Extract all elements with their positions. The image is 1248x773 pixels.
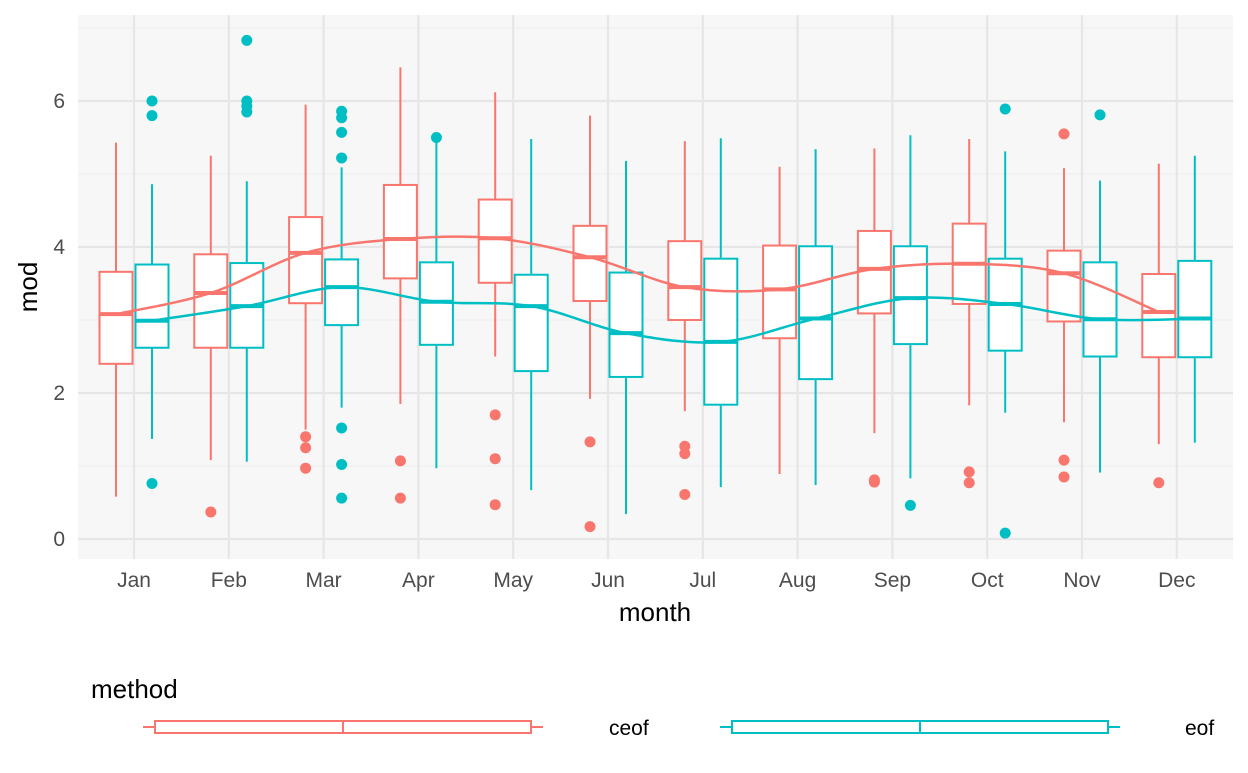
outlier-point [489,453,501,465]
axis-ticks: 0 2 4 6 Jan Feb Mar Apr May Jun Jul Aug Sep Oct Nov Dec [53,90,1195,592]
outlier-point [963,477,975,489]
legend: ceof eof [143,717,1214,740]
y-tick-label: 2 [53,382,65,405]
box-iqr [798,245,834,381]
x-tick-label: Dec [1158,569,1195,592]
legend-label: ceof [609,717,649,740]
plot-panel-background [78,15,1233,559]
x-tick-label: Nov [1063,569,1101,592]
box-iqr [892,245,928,346]
box-iqr [1141,273,1177,359]
outlier-point [963,466,975,478]
outlier-point [300,442,312,454]
outlier-point [336,492,348,504]
outlier-point [489,409,501,421]
outlier-point [904,499,916,511]
box-eof-Jun [608,160,644,515]
outlier-point [146,95,158,107]
trend-line-eof [151,285,1195,344]
box-iqr [856,229,892,315]
x-tick-label: May [493,569,533,592]
y-tick-label: 4 [53,236,65,259]
outlier-point [336,459,348,471]
outlier-point [336,126,348,138]
x-tick-label: Aug [779,569,816,592]
x-tick-label: Feb [211,569,247,592]
box-ceof-Nov [1046,128,1082,483]
box-ceof-Jul [667,141,703,500]
box-iqr [513,273,549,373]
outlier-point [999,527,1011,539]
box-iqr [703,257,739,406]
outlier-point [336,112,348,124]
x-tick-label: Mar [306,569,342,592]
outlier-point [679,488,691,500]
box-iqr [572,224,608,303]
box-iqr [1177,259,1213,359]
outlier-point [584,436,596,448]
outlier-point [679,448,691,460]
y-tick-label: 0 [53,528,65,551]
box-eof-May [513,138,549,491]
outlier-point [336,152,348,164]
box-eof-Apr [418,132,454,469]
y-tick-label: 6 [53,90,65,113]
box-eof-Dec [1177,155,1213,443]
box-iqr [608,271,644,378]
outlier-point [146,478,158,490]
outlier-point [241,34,253,46]
legend-item-ceof: ceof [143,717,649,740]
outlier-point [205,506,217,518]
outlier-point [1058,128,1070,140]
outlier-point [430,132,442,143]
outlier-point [489,499,501,511]
outlier-point [999,103,1011,115]
legend-title: method [91,674,178,704]
box-eof-Mar [324,105,360,504]
box-iqr [1046,249,1082,323]
outlier-point [394,492,406,504]
box-iqr [477,198,513,284]
outlier-point [146,110,158,122]
x-tick-label: Jan [117,569,151,592]
median-trend-lines [115,235,1195,344]
series-eof [134,34,1213,539]
x-tick-label: Sep [874,569,911,592]
box-eof-Aug [798,149,834,485]
box-ceof-Sep [856,148,892,488]
outlier-point [1153,477,1165,489]
x-tick-label: Jul [689,569,716,592]
box-iqr [193,253,229,349]
x-axis-title: month [619,597,691,627]
outlier-point [336,422,348,434]
x-tick-label: Jun [591,569,625,592]
x-tick-label: Apr [402,569,435,592]
outlier-point [1058,471,1070,483]
box-iqr [1082,261,1118,358]
outlier-point [241,106,253,118]
box-iqr [324,258,360,327]
box-iqr [762,244,798,340]
box-ceof-Apr [382,67,418,504]
box-ceof-Dec [1141,163,1177,489]
box-iqr [382,183,418,280]
trend-line-ceof [115,235,1160,316]
box-iqr [667,240,703,321]
x-tick-label: Oct [971,569,1004,592]
outlier-point [1094,109,1106,121]
box-iqr [98,270,134,365]
outlier-point [1058,454,1070,466]
outlier-point [868,476,880,488]
outlier-point [584,521,596,533]
y-axis-title: mod [13,262,43,313]
box-ceof-Jan [98,142,134,497]
outlier-point [394,455,406,467]
outlier-point [300,431,312,443]
legend-label: eof [1185,717,1214,740]
outlier-point [300,462,312,474]
legend-item-eof: eof [720,717,1214,740]
